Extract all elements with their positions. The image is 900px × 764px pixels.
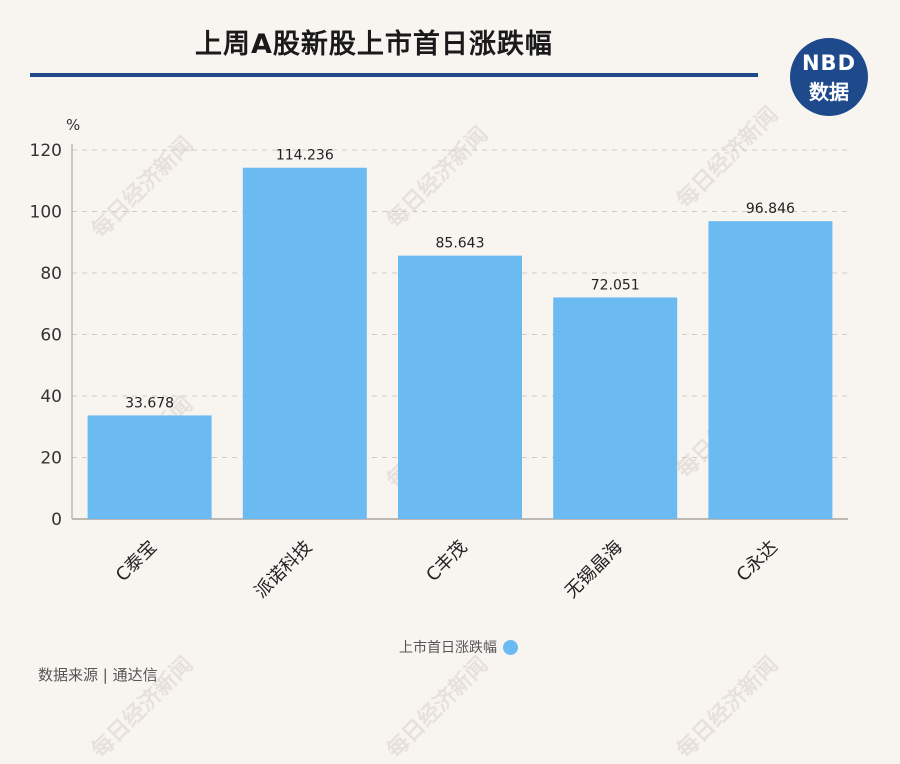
x-tick-label: C永达 <box>733 537 782 586</box>
data-label: 96.846 <box>746 201 795 217</box>
bar <box>398 255 522 520</box>
data-label: 114.236 <box>276 148 334 164</box>
x-tick-label: C泰宝 <box>112 537 161 586</box>
logo-text-top: NBD <box>801 51 856 75</box>
y-tick-label: 20 <box>40 449 62 469</box>
legend-swatch <box>503 639 518 655</box>
y-tick-label: 80 <box>40 264 62 284</box>
bar <box>87 415 212 519</box>
nbd-logo: NBD 数据 <box>790 38 868 116</box>
y-tick-label: 120 <box>30 141 62 161</box>
bar <box>553 297 678 519</box>
bar <box>242 167 367 519</box>
logo-text-bottom: 数据 <box>809 80 849 104</box>
y-unit-label: % <box>66 116 80 134</box>
chart-title: 上周A股新股上市首日涨跌幅 <box>195 29 553 60</box>
data-label: 33.678 <box>125 395 174 411</box>
bar-chart: 0 20 40 60 80 100 120% 33.678 C泰宝 114.236 派诺科技 85.6… <box>30 116 848 603</box>
data-source: 数据来源 | 通达信 <box>38 666 158 684</box>
bar <box>708 221 833 519</box>
y-tick-label: 60 <box>40 326 62 346</box>
data-label: 72.051 <box>591 277 640 293</box>
legend-label: 上市首日涨跌幅 <box>399 640 497 656</box>
x-tick-label: 无锡晶海 <box>561 537 627 603</box>
y-tick-label: 100 <box>30 203 62 223</box>
title-underline <box>30 73 758 77</box>
y-tick-label: 0 <box>51 510 62 530</box>
y-tick-label: 40 <box>40 387 62 407</box>
x-tick-label: 派诺科技 <box>251 537 317 603</box>
data-label: 85.643 <box>436 236 485 252</box>
legend: 上市首日涨跌幅 <box>399 637 518 657</box>
x-tick-label: C丰茂 <box>422 537 471 586</box>
